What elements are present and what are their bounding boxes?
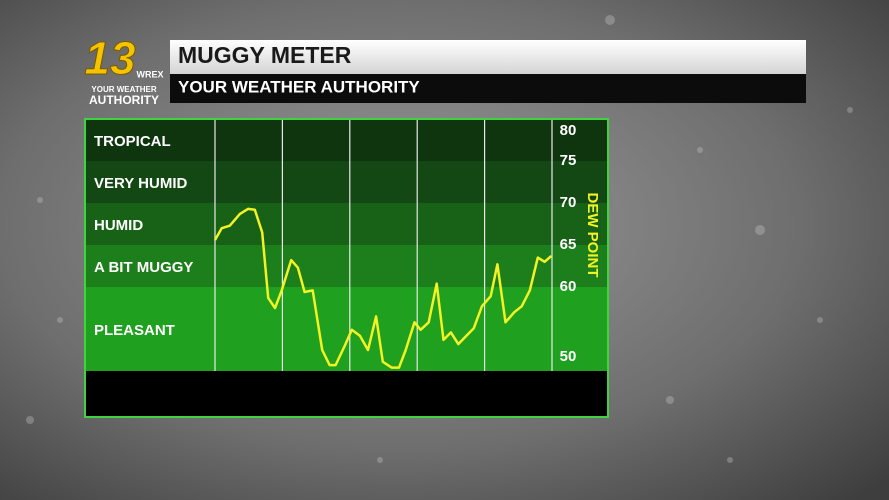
y-tick-label: 65 [560, 236, 577, 253]
logo-tagline: AUTHORITY [89, 93, 159, 107]
band-label: A BIT MUGGY [94, 259, 193, 276]
band-label: VERY HUMID [94, 175, 188, 192]
band [85, 203, 608, 245]
logo-station: WREX [137, 69, 164, 79]
band-label: PLEASANT [94, 322, 175, 339]
band [85, 245, 608, 287]
data-line [213, 207, 553, 369]
title: MUGGY METER [178, 42, 352, 68]
band [85, 119, 608, 161]
band-label: HUMID [94, 217, 143, 234]
y-axis-label: DEW POINT [584, 193, 601, 278]
band [85, 161, 608, 203]
band-label: TROPICAL [94, 133, 171, 150]
y-tick-label: 80 [560, 122, 577, 139]
subtitle-bar [170, 74, 806, 103]
title-bar [170, 40, 806, 74]
raindrops [26, 15, 853, 463]
y-tick-label: 50 [560, 348, 577, 365]
y-tick-label: 75 [560, 152, 577, 169]
subtitle: YOUR WEATHER AUTHORITY [178, 77, 420, 96]
y-tick-label: 70 [560, 194, 577, 211]
logo-number: 13 [84, 32, 136, 84]
logo-tagline: YOUR WEATHER [91, 85, 156, 94]
band [85, 287, 608, 371]
plot: TROPICAL VERY HUMID HUMID A BIT MUGGY PLEASA… [85, 119, 608, 417]
x-axis-strip [85, 371, 608, 417]
chart-border [84, 118, 609, 418]
y-tick-label: 60 [560, 278, 577, 295]
